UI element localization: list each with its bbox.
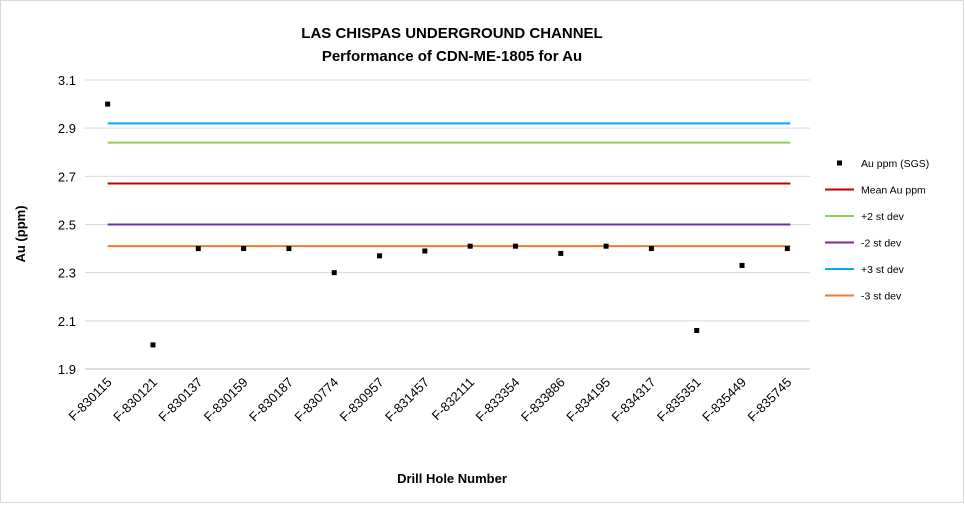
y-axis-title: Au (ppm) — [13, 205, 28, 262]
y-axis-ticks: 1.9 2.1 2.3 2.5 2.7 2.9 3.1 — [58, 73, 76, 377]
chart-subtitle: Performance of CDN-ME-1805 for Au — [322, 48, 582, 65]
reference-lines — [107, 122, 791, 248]
chart-title: LAS CHISPAS UNDERGROUND CHANNEL — [301, 25, 602, 42]
data-point — [150, 342, 156, 348]
y-tick-label: 2.7 — [58, 169, 76, 184]
y-tick-label: 3.1 — [58, 73, 76, 88]
data-point — [467, 243, 473, 249]
legend-label: Mean Au ppm — [861, 185, 926, 197]
data-point — [784, 246, 790, 252]
y-tick-label: 2.3 — [58, 266, 76, 281]
data-point — [558, 250, 564, 256]
data-point — [739, 262, 745, 268]
legend-label: -2 st dev — [861, 238, 902, 250]
data-point — [512, 243, 518, 249]
data-point — [286, 246, 292, 252]
data-point — [105, 101, 111, 107]
y-tick-label: 2.1 — [58, 314, 76, 329]
data-point — [377, 253, 383, 259]
x-axis-title: Drill Hole Number — [397, 471, 507, 486]
data-point — [195, 246, 201, 252]
legend-label: Au ppm (SGS) — [861, 158, 929, 170]
y-tick-label: 1.9 — [58, 362, 76, 377]
data-point — [694, 327, 700, 333]
data-points — [105, 101, 790, 348]
legend-label: +3 st dev — [861, 264, 905, 276]
legend: Au ppm (SGS) Mean Au ppm +2 st dev -2 st de… — [825, 158, 929, 303]
y-tick-label: 2.5 — [58, 218, 76, 233]
data-point — [331, 270, 337, 276]
legend-label: +2 st dev — [861, 211, 905, 223]
data-point — [422, 248, 428, 254]
data-point — [241, 246, 247, 252]
legend-swatch — [837, 160, 842, 166]
y-tick-label: 2.9 — [58, 121, 76, 136]
legend-label: -3 st dev — [861, 291, 902, 303]
data-point — [648, 246, 654, 252]
data-point — [603, 243, 609, 249]
